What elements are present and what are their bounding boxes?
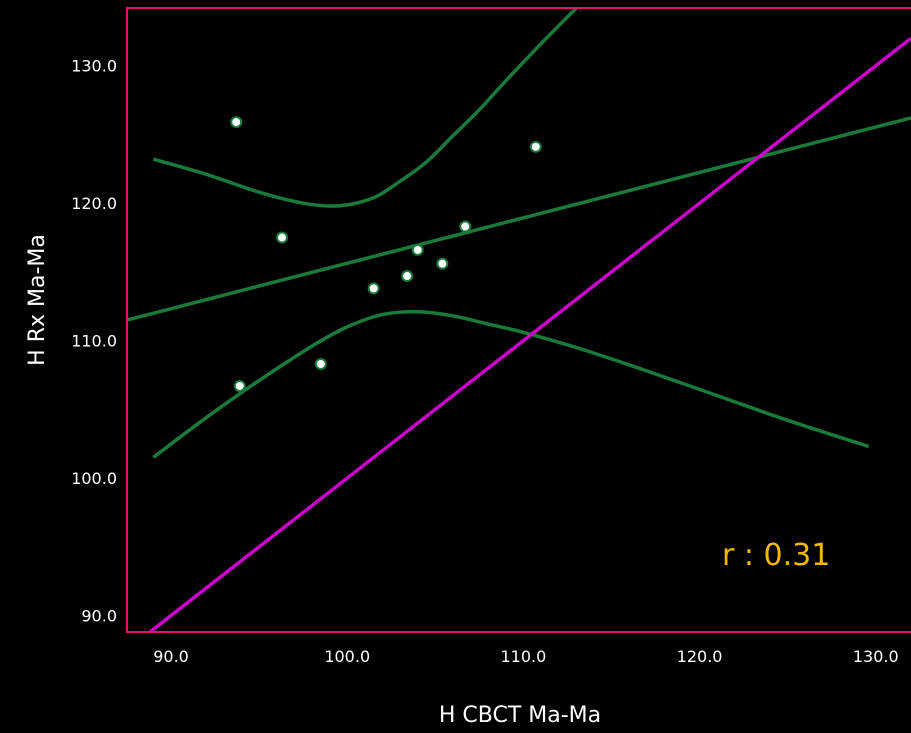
data-point	[401, 270, 414, 283]
plot-frame	[126, 7, 911, 633]
data-point	[314, 357, 327, 370]
y-tick-label: 90.0	[81, 607, 117, 626]
y-tick-label: 120.0	[71, 194, 117, 213]
x-tick-label: 120.0	[677, 647, 723, 666]
data-point	[529, 140, 542, 153]
x-tick-label: 110.0	[500, 647, 546, 666]
data-point	[276, 231, 289, 244]
y-axis-ticks: 90.0 100.0 110.0 120.0 130.0	[71, 57, 117, 626]
x-tick-label: 90.0	[153, 647, 189, 666]
y-tick-label: 110.0	[71, 332, 117, 351]
upper-confidence-band	[152, 8, 578, 208]
correlation-annotation: r : 0.31	[722, 538, 830, 573]
y-tick-label: 130.0	[71, 57, 117, 76]
data-point	[411, 243, 424, 256]
data-point	[233, 379, 246, 392]
lower-confidence-band	[152, 309, 870, 459]
x-axis-ticks: 90.0 100.0 110.0 120.0 130.0	[153, 647, 898, 666]
identity-line	[147, 36, 911, 632]
x-axis-title: H CBCT Ma-Ma	[439, 703, 601, 728]
data-point	[230, 116, 243, 129]
data-point	[459, 220, 472, 233]
x-tick-label: 100.0	[324, 647, 370, 666]
y-axis-title: H Rx Ma-Ma	[25, 234, 50, 366]
data-point	[367, 282, 380, 295]
data-point	[436, 257, 449, 270]
y-tick-label: 100.0	[71, 469, 117, 488]
x-tick-label: 130.0	[853, 647, 899, 666]
regression-line	[127, 116, 911, 322]
